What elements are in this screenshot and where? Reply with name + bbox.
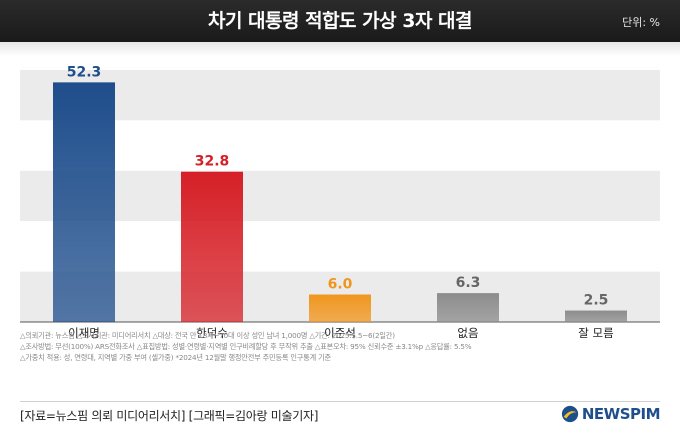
title-bar-shadow (0, 42, 680, 56)
bar-value-label: 2.5 (584, 293, 609, 309)
category-label: 한덕수 (196, 326, 228, 340)
bar-chart: 52.3 이재명 32.8 한덕수 6.0 이준석 6.3 없음 2.5 잘 모름 (20, 64, 660, 340)
category-label: 잘 모름 (578, 326, 613, 340)
newspim-logo-icon (561, 405, 578, 423)
survey-notes: △의뢰기관: 뉴스핌 △조사기관: 미디어리서치 △대상: 전국 만 18세~7… (20, 330, 670, 363)
grid-band (20, 170, 660, 222)
newspim-logo: NEWSPIM (561, 405, 661, 423)
category-label: 이재명 (68, 326, 100, 340)
category-label: 없음 (457, 326, 478, 340)
bar-value-label: 52.3 (67, 64, 102, 80)
survey-note: △조사방법: 무선(100%) ARS전화조사 △표집방법: 성별·연령별·지역… (20, 342, 472, 351)
category-label: 이준석 (324, 326, 356, 340)
bar-5 (565, 310, 627, 322)
bar-2 (181, 171, 243, 322)
survey-note: △가중치 적용: 성, 연령대, 지역별 가중 부여 (셀가중) *2024년 … (20, 353, 331, 362)
grid-band (20, 120, 660, 171)
survey-note: △의뢰기관: 뉴스핌 △조사기관: 미디어리서치 △대상: 전국 만 18세~7… (20, 331, 395, 340)
chart-title: 차기 대통령 적합도 가상 3자 대결 (207, 10, 473, 32)
logo-text: NEWSPIM (581, 405, 661, 423)
bar-4 (437, 293, 499, 322)
footer-divider (20, 401, 660, 402)
bar-1 (53, 82, 115, 322)
bar-value-label: 6.3 (456, 275, 481, 291)
source-credit: [자료=뉴스핌 의뢰 미디어리서치] [그래픽=김아랑 미술기자] (20, 409, 319, 423)
bar-value-label: 32.8 (195, 154, 230, 170)
bar-3 (309, 294, 371, 322)
grid-band (20, 221, 660, 272)
title-bar: 차기 대통령 적합도 가상 3자 대결 단위: % (0, 0, 680, 42)
bar-value-label: 6.0 (328, 277, 353, 293)
unit-label: 단위: % (622, 16, 660, 29)
grid-band (20, 70, 660, 121)
